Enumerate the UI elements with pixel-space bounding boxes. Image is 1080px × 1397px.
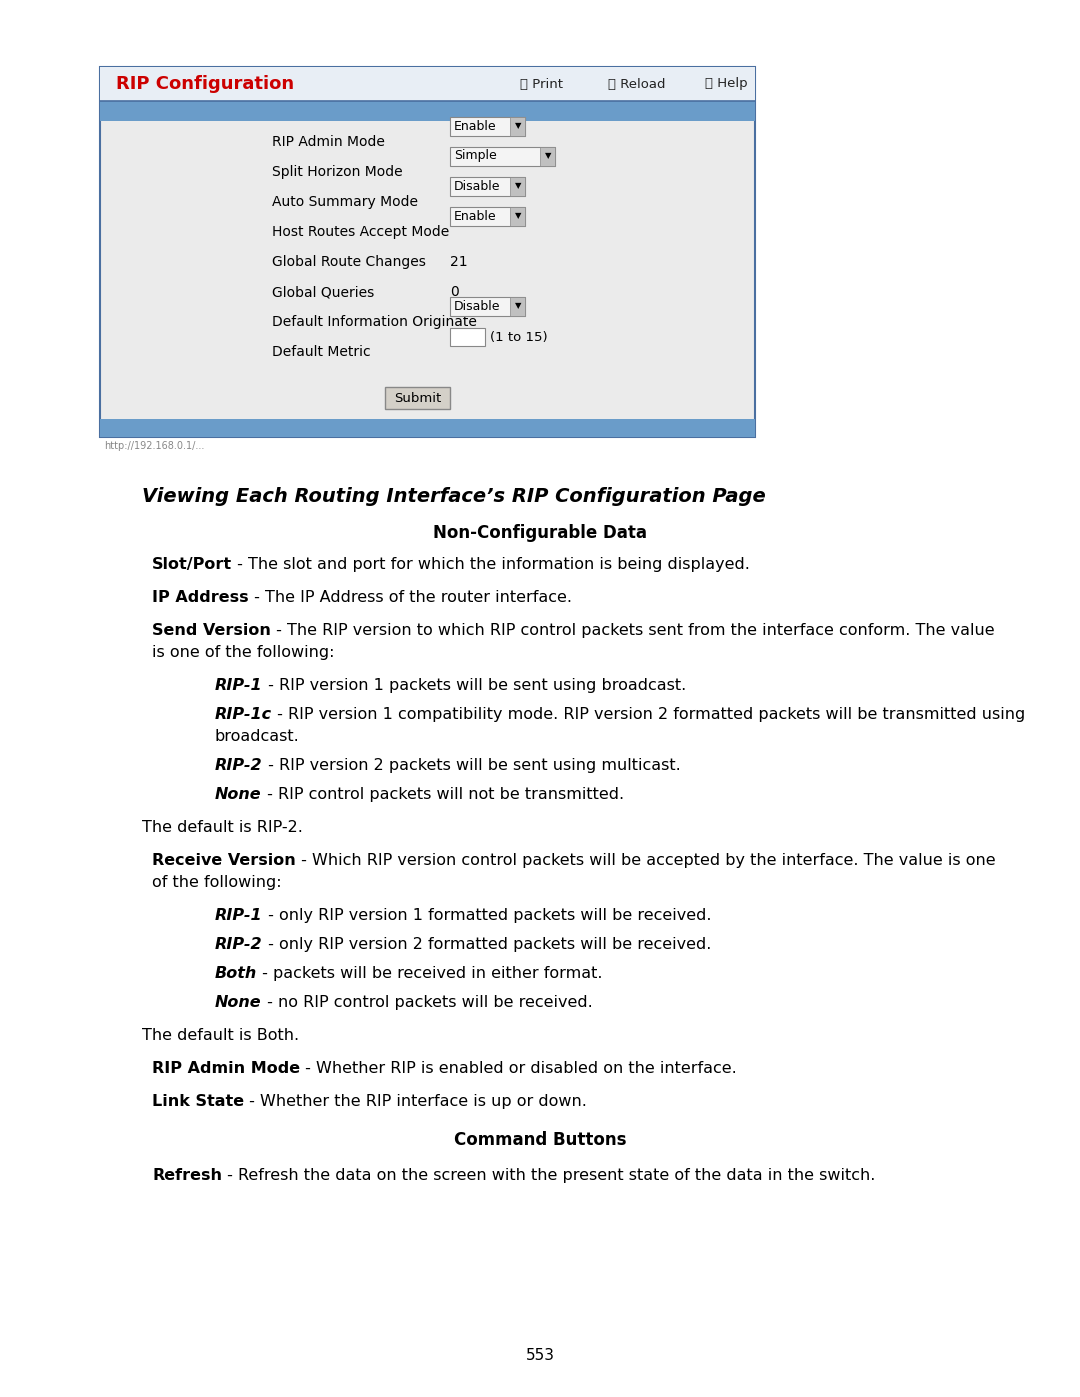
Text: - RIP version 1 compatibility mode. RIP version 2 formatted packets will be tran: - RIP version 1 compatibility mode. RIP …: [272, 707, 1025, 722]
Text: - Refresh the data on the screen with the present state of the data in the switc: - Refresh the data on the screen with th…: [222, 1168, 876, 1183]
Text: None: None: [215, 787, 261, 802]
Text: The default is RIP-2.: The default is RIP-2.: [141, 820, 302, 835]
Text: ▼: ▼: [515, 122, 522, 130]
Text: (1 to 15): (1 to 15): [490, 331, 548, 344]
Text: Slot/Port: Slot/Port: [152, 557, 232, 571]
Text: Global Queries: Global Queries: [272, 285, 375, 299]
Text: ▼: ▼: [544, 151, 551, 161]
Text: broadcast.: broadcast.: [215, 729, 300, 745]
Text: Command Buttons: Command Buttons: [454, 1132, 626, 1148]
Text: - Which RIP version control packets will be accepted by the interface. The value: - Which RIP version control packets will…: [296, 854, 996, 868]
Text: - The slot and port for which the information is being displayed.: - The slot and port for which the inform…: [232, 557, 750, 571]
Text: ▼: ▼: [515, 182, 522, 190]
Bar: [384, 387, 450, 409]
Text: - no RIP control packets will be received.: - no RIP control packets will be receive…: [261, 995, 592, 1010]
Text: - RIP control packets will not be transmitted.: - RIP control packets will not be transm…: [261, 787, 624, 802]
Text: Both: Both: [215, 965, 257, 981]
Text: Link State: Link State: [152, 1094, 244, 1109]
Text: 553: 553: [526, 1348, 554, 1362]
Text: Simple: Simple: [454, 149, 497, 162]
Text: - RIP version 1 packets will be sent using broadcast.: - RIP version 1 packets will be sent usi…: [262, 678, 686, 693]
Text: Disable: Disable: [454, 179, 500, 193]
Bar: [450, 147, 555, 166]
Text: RIP-1c: RIP-1c: [215, 707, 272, 722]
Text: Submit: Submit: [394, 391, 441, 405]
Text: Disable: Disable: [454, 299, 500, 313]
Text: 0: 0: [450, 285, 459, 299]
Text: Send Version: Send Version: [152, 623, 271, 638]
Text: RIP Admin Mode: RIP Admin Mode: [152, 1060, 300, 1076]
Text: Receive Version: Receive Version: [152, 854, 296, 868]
Text: http://192.168.0.1/...: http://192.168.0.1/...: [104, 441, 204, 451]
Bar: [100, 101, 755, 122]
Text: ▼: ▼: [515, 302, 522, 310]
Text: Default Metric: Default Metric: [272, 345, 370, 359]
Text: of the following:: of the following:: [152, 875, 282, 890]
Text: - only RIP version 2 formatted packets will be received.: - only RIP version 2 formatted packets w…: [262, 937, 711, 951]
Bar: [510, 298, 525, 316]
Text: Global Route Changes: Global Route Changes: [272, 256, 426, 270]
Text: Non-Configurable Data: Non-Configurable Data: [433, 524, 647, 542]
Text: - only RIP version 1 formatted packets will be received.: - only RIP version 1 formatted packets w…: [262, 908, 711, 923]
Text: RIP-1: RIP-1: [215, 908, 262, 923]
Text: - The IP Address of the router interface.: - The IP Address of the router interface…: [248, 590, 571, 605]
Bar: [450, 177, 525, 196]
Text: The default is Both.: The default is Both.: [141, 1028, 299, 1044]
Bar: [450, 298, 525, 316]
Bar: [100, 67, 755, 101]
Text: - Whether RIP is enabled or disabled on the interface.: - Whether RIP is enabled or disabled on …: [300, 1060, 737, 1076]
Text: 21: 21: [450, 256, 468, 270]
Text: Split Horizon Mode: Split Horizon Mode: [272, 165, 403, 179]
Bar: [100, 419, 755, 437]
Bar: [450, 117, 525, 136]
Text: Viewing Each Routing Interface’s RIP Configuration Page: Viewing Each Routing Interface’s RIP Con…: [141, 488, 766, 506]
Text: RIP-1: RIP-1: [215, 678, 262, 693]
Bar: [100, 67, 755, 437]
Bar: [510, 117, 525, 136]
Text: RIP Admin Mode: RIP Admin Mode: [272, 136, 384, 149]
Text: 🔄 Reload: 🔄 Reload: [608, 77, 665, 91]
Text: Host Routes Accept Mode: Host Routes Accept Mode: [272, 225, 449, 239]
Bar: [450, 207, 525, 226]
Text: None: None: [215, 995, 261, 1010]
Text: ❓ Help: ❓ Help: [705, 77, 747, 91]
Bar: [450, 328, 485, 346]
Text: Auto Summary Mode: Auto Summary Mode: [272, 196, 418, 210]
Text: IP Address: IP Address: [152, 590, 248, 605]
Bar: [540, 147, 555, 166]
Text: 🖨 Print: 🖨 Print: [519, 77, 563, 91]
Text: - Whether the RIP interface is up or down.: - Whether the RIP interface is up or dow…: [244, 1094, 588, 1109]
Text: - packets will be received in either format.: - packets will be received in either for…: [257, 965, 603, 981]
Text: - The RIP version to which RIP control packets sent from the interface conform. : - The RIP version to which RIP control p…: [271, 623, 995, 638]
Text: Refresh: Refresh: [152, 1168, 222, 1183]
Text: RIP-2: RIP-2: [215, 759, 262, 773]
Text: ▼: ▼: [515, 211, 522, 221]
Text: RIP-2: RIP-2: [215, 937, 262, 951]
Bar: [510, 177, 525, 196]
Text: RIP Configuration: RIP Configuration: [116, 75, 294, 94]
Text: - RIP version 2 packets will be sent using multicast.: - RIP version 2 packets will be sent usi…: [262, 759, 680, 773]
Text: is one of the following:: is one of the following:: [152, 645, 335, 659]
Text: Enable: Enable: [454, 120, 497, 133]
Text: Default Information Originate: Default Information Originate: [272, 314, 477, 330]
Bar: [510, 207, 525, 226]
Text: Enable: Enable: [454, 210, 497, 222]
